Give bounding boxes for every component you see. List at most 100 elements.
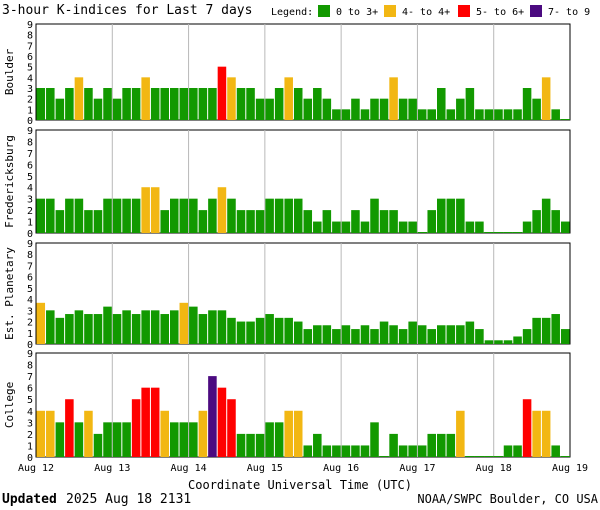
y-tick-label: 5 <box>27 395 33 406</box>
y-tick-label: 1 <box>27 105 33 116</box>
y-tick-label: 5 <box>27 284 33 295</box>
k-index-bar <box>189 306 198 344</box>
k-index-bar <box>427 329 436 344</box>
updated-value: 2025 Aug 18 2131 <box>66 492 191 507</box>
k-index-bar <box>265 314 274 344</box>
k-index-bar <box>322 325 332 344</box>
legend-item-green: 0 to 3+ <box>336 7 378 18</box>
y-tick-label: 8 <box>27 31 33 42</box>
k-index-bar <box>293 198 303 233</box>
k-index-bar <box>437 433 446 457</box>
k-index-bar <box>332 221 341 233</box>
k-index-bar <box>360 109 370 120</box>
k-index-bar <box>408 321 417 344</box>
k-index-bar <box>303 98 313 120</box>
k-index-bar <box>313 221 322 233</box>
k-index-bar <box>351 98 360 120</box>
y-tick-label: 9 <box>27 239 33 250</box>
k-index-bar <box>265 98 274 120</box>
k-index-bar <box>332 109 341 120</box>
y-tick-label: 8 <box>27 137 33 148</box>
k-index-bar <box>522 88 532 120</box>
k-index-bar <box>293 410 303 457</box>
k-index-bar <box>465 88 475 120</box>
y-tick-label: 2 <box>27 206 33 217</box>
k-index-bar <box>360 445 370 457</box>
k-index-bar <box>360 325 370 344</box>
k-index-bar <box>208 376 217 457</box>
k-index-bar <box>389 433 398 457</box>
k-index-bar <box>227 77 236 120</box>
k-index-bar <box>198 210 208 233</box>
k-index-bar <box>560 221 570 233</box>
k-index-bar <box>93 98 103 120</box>
k-index-bar <box>246 321 255 344</box>
k-index-bar <box>217 187 227 233</box>
k-index-bar <box>351 210 360 233</box>
k-index-bar <box>456 410 465 457</box>
k-index-bar <box>551 109 560 120</box>
k-index-bar <box>389 77 398 120</box>
k-index-bar <box>160 314 169 344</box>
y-tick-label: 9 <box>27 20 33 31</box>
x-axis-label: Coordinate Universal Time (UTC) <box>188 478 412 492</box>
k-index-bar <box>217 310 227 344</box>
k-index-bar <box>408 98 417 120</box>
k-index-bar <box>189 422 198 457</box>
k-index-bar <box>236 88 246 120</box>
x-tick-label: Aug 14 <box>171 463 207 474</box>
k-index-bar <box>293 321 303 344</box>
k-index-bar <box>351 445 360 457</box>
k-index-bar <box>227 317 236 344</box>
k-index-bar <box>150 387 160 457</box>
k-index-bar <box>122 310 131 344</box>
k-index-bar <box>198 88 208 120</box>
k-index-bar <box>341 221 351 233</box>
k-index-bar <box>246 433 255 457</box>
k-index-bar <box>217 66 227 120</box>
panel-frame <box>35 352 571 458</box>
k-index-bar <box>446 109 456 120</box>
k-index-bar <box>150 187 160 233</box>
k-index-bar <box>227 198 236 233</box>
k-index-bar <box>313 433 322 457</box>
k-index-bar <box>179 422 189 457</box>
k-index-bar <box>112 198 122 233</box>
y-tick-label: 1 <box>27 218 33 229</box>
k-index-bar <box>494 340 503 344</box>
k-index-bar <box>112 422 122 457</box>
k-index-bar <box>293 88 303 120</box>
k-index-bar <box>522 399 532 457</box>
x-tick-label: Aug 16 <box>323 463 359 474</box>
k-index-bar <box>322 210 332 233</box>
k-index-bar <box>227 399 236 457</box>
legend: 0 to 3+ 4- to 4+ 5- to 6+ 7- to 9 <box>318 5 590 18</box>
k-index-bar <box>122 88 131 120</box>
x-tick-label: Aug 13 <box>94 463 130 474</box>
k-index-bar <box>475 329 484 344</box>
k-index-bar <box>313 88 322 120</box>
k-index-bar <box>503 445 513 457</box>
k-index-bar <box>160 210 169 233</box>
k-index-bar <box>551 210 560 233</box>
k-index-bar <box>217 387 227 457</box>
k-index-bar <box>93 314 103 344</box>
source-credit: NOAA/SWPC Boulder, CO USA <box>417 492 598 506</box>
y-tick-label: 5 <box>27 172 33 183</box>
k-index-bar <box>179 88 189 120</box>
panels: 0123456789Boulder0123456789Fredericksbur… <box>3 20 571 464</box>
panel-frame <box>35 242 571 345</box>
y-tick-label: 0 <box>27 340 33 351</box>
k-index-bar <box>532 210 541 233</box>
k-index-bar <box>284 410 293 457</box>
y-tick-label: 8 <box>27 250 33 261</box>
k-index-bar <box>112 98 122 120</box>
k-index-bar <box>417 109 427 120</box>
k-index-bar <box>122 422 131 457</box>
k-index-bar <box>446 198 456 233</box>
k-index-bar <box>341 445 351 457</box>
k-index-bar <box>74 422 84 457</box>
y-tick-label: 6 <box>27 384 33 395</box>
k-index-bar <box>65 88 74 120</box>
